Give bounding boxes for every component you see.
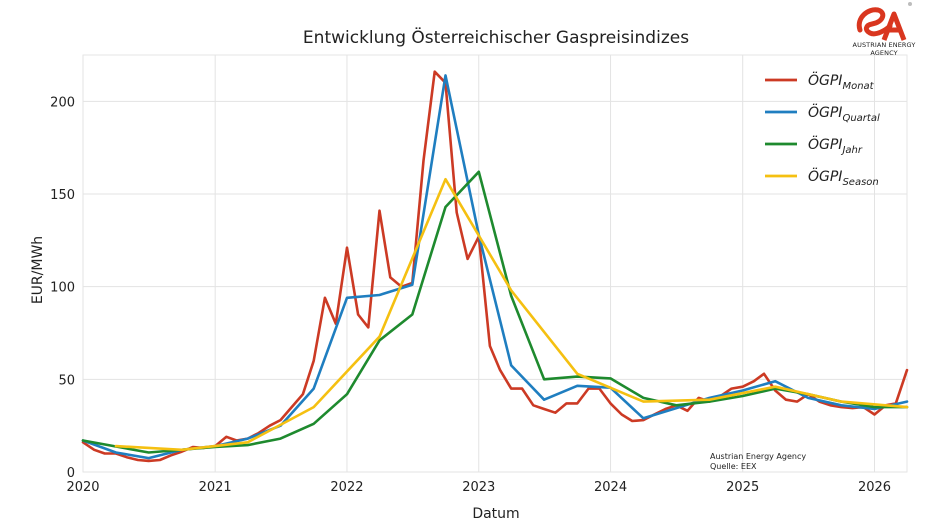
x-tick-label: 2026 bbox=[858, 480, 891, 495]
source-note: Austrian Energy Agency Quelle: EEX bbox=[710, 452, 806, 472]
legend-entry-subscript: Season bbox=[842, 177, 878, 188]
legend-entry-subscript: Quartal bbox=[842, 113, 879, 124]
legend-entry-name: ÖGPI bbox=[808, 103, 842, 121]
legend-entry: ÖGPIMonat bbox=[808, 71, 875, 92]
x-tick-label: 2020 bbox=[66, 480, 99, 495]
tick-layer: 0 50 100 150 200 2020 2021 2022 2023 2024 2025 2026 bbox=[50, 95, 891, 495]
y-tick-label: 0 bbox=[67, 466, 75, 481]
x-tick-label: 2021 bbox=[199, 480, 232, 495]
y-axis-label: EUR/MWh bbox=[30, 236, 46, 304]
series-line-season bbox=[114, 177, 909, 452]
legend-entry-name: ÖGPI bbox=[808, 167, 842, 185]
logo-mark-icon bbox=[856, 2, 912, 41]
legend-entry: ÖGPIQuartal bbox=[808, 103, 880, 124]
y-tick-label: 100 bbox=[50, 281, 75, 296]
series-layer bbox=[81, 70, 909, 463]
y-tick-label: 50 bbox=[58, 373, 75, 388]
y-tick-label: 150 bbox=[50, 188, 75, 203]
x-axis-label: Datum bbox=[472, 506, 519, 522]
legend-entry: ÖGPISeason bbox=[808, 167, 879, 188]
grid-layer bbox=[82, 55, 907, 473]
x-tick-label: 2022 bbox=[330, 480, 363, 495]
y-tick-label: 200 bbox=[50, 95, 75, 110]
brand-name: AUSTRIAN ENERGY AGENCY bbox=[852, 41, 916, 57]
legend-entry-name: ÖGPI bbox=[808, 71, 842, 89]
chart-title: Entwicklung Österreichischer Gaspreisind… bbox=[303, 26, 689, 48]
source-note-line2: Quelle: EEX bbox=[710, 462, 757, 471]
legend-entry-name: ÖGPI bbox=[808, 135, 842, 153]
legend-entry: ÖGPIJahr bbox=[808, 135, 863, 156]
x-tick-label: 2025 bbox=[726, 480, 759, 495]
x-tick-label: 2023 bbox=[462, 480, 495, 495]
x-tick-label: 2024 bbox=[594, 480, 627, 495]
source-note-line1: Austrian Energy Agency bbox=[710, 452, 807, 461]
legend-entry-subscript: Jahr bbox=[840, 145, 862, 156]
austrian-energy-agency-logo bbox=[838, 0, 930, 52]
series-line-jahr bbox=[81, 170, 909, 454]
legend-entry-subscript: Monat bbox=[842, 81, 874, 92]
